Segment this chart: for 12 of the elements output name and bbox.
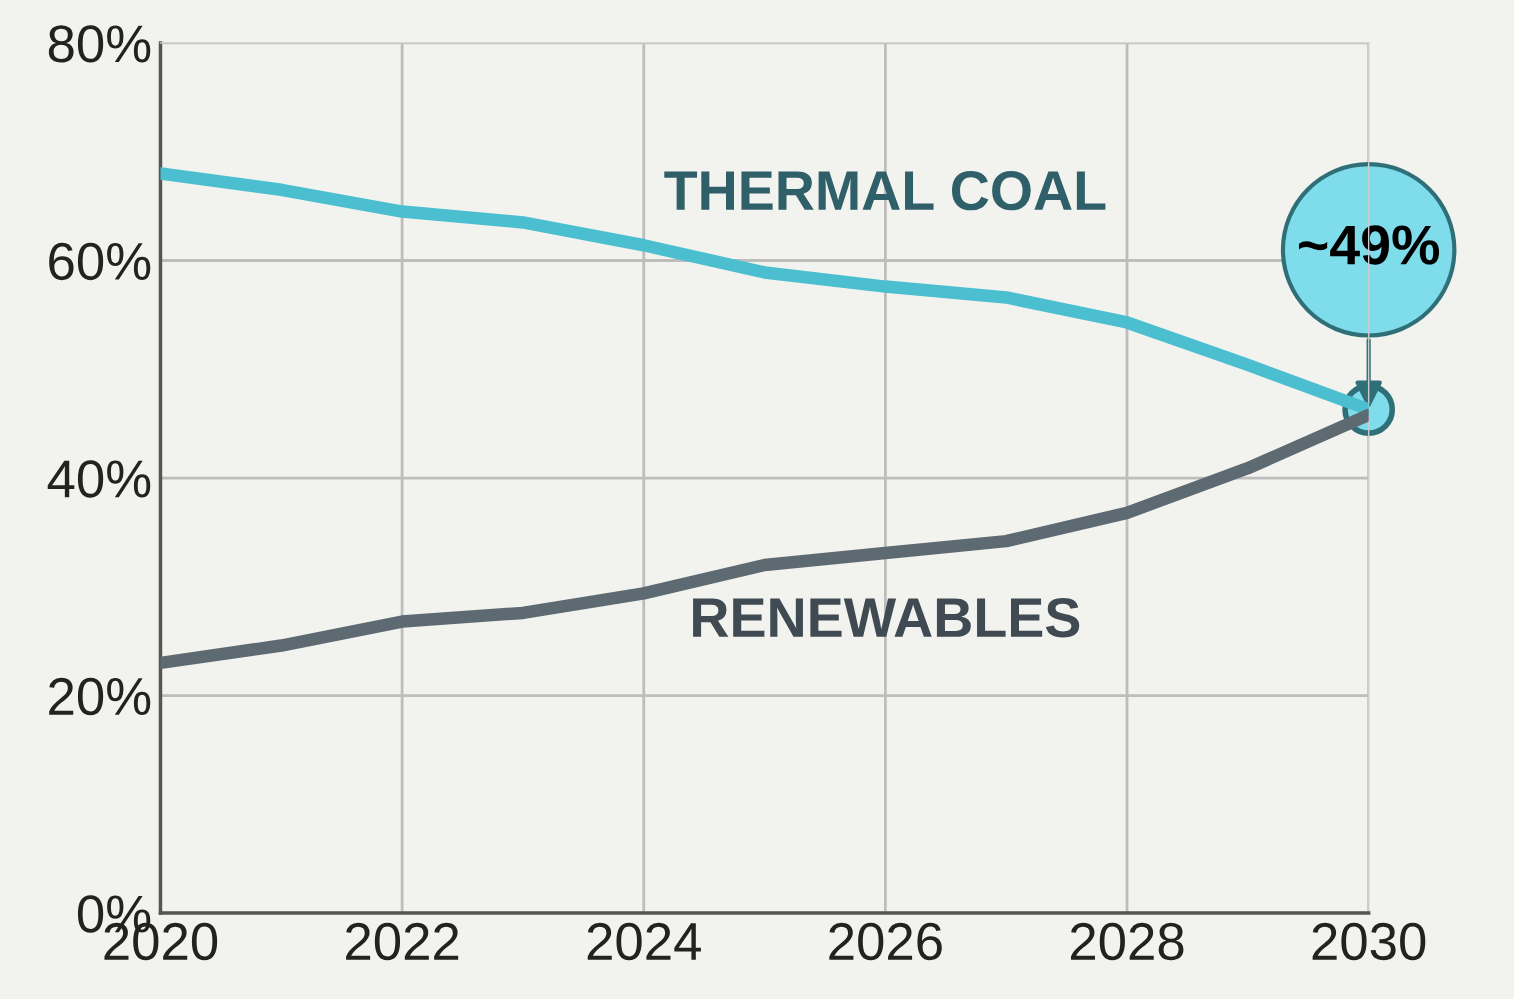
x-tick-label: 2022 [346,922,459,961]
x-tick-label: 2028 [1070,922,1184,961]
x-tick-label: 2030 [1312,922,1426,961]
annotation: ~49% [1299,225,1440,265]
series-label: RENEWABLES [693,598,1080,638]
y-tick-label: 60% [49,242,151,281]
x-tick-label: 2024 [587,922,701,961]
y-tick-label: 40% [47,460,151,498]
x-tick-label: 2026 [829,922,942,961]
y-tick-label: 20% [49,677,151,716]
series-label: THERMAL COAL [664,171,1106,211]
y-tick-label: 80% [48,25,151,63]
